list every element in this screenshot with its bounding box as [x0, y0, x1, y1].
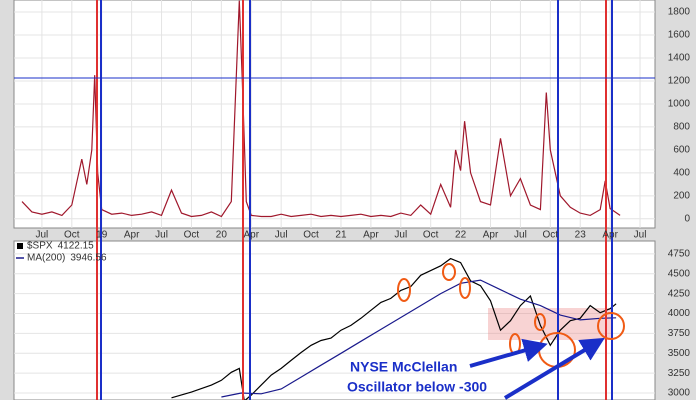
- x-tick-label: 20: [216, 230, 228, 241]
- x-tick-label: Apr: [363, 230, 379, 241]
- circle: [397, 278, 411, 302]
- y-tick-label: 1800: [668, 7, 691, 18]
- x-tick-label: Jul: [155, 230, 168, 241]
- y-tick-label: 600: [673, 145, 690, 156]
- series-line: [221, 279, 617, 398]
- series-line: [171, 257, 617, 400]
- x-tick-label: Oct: [184, 230, 200, 241]
- annotation: Oscillator below -300: [347, 379, 487, 395]
- legend-label: MA(200): [27, 253, 65, 264]
- circle: [534, 313, 546, 331]
- y-tick-label: 4250: [668, 288, 691, 299]
- y-tick-label: 400: [673, 168, 690, 179]
- y-tick-label: 1400: [668, 53, 691, 64]
- x-tick-label: Apr: [243, 230, 259, 241]
- x-tick-label: 22: [455, 230, 467, 241]
- y-tick-label: 1000: [668, 99, 691, 110]
- circle: [597, 312, 625, 340]
- x-tick-label: Jul: [394, 230, 407, 241]
- x-tick-label: 21: [335, 230, 347, 241]
- circle: [459, 277, 471, 299]
- y-tick-label: 200: [673, 190, 690, 201]
- y-tick-label: 1600: [668, 30, 691, 41]
- arrow: [469, 338, 548, 368]
- markers: [14, 0, 655, 400]
- x-tick-label: Apr: [124, 230, 140, 241]
- annotation: NYSE McClellan: [350, 359, 457, 375]
- x-tick-label: 23: [575, 230, 587, 241]
- x-tick-label: 19: [96, 230, 108, 241]
- legend-swatch: [17, 243, 23, 249]
- arrow: [503, 337, 605, 400]
- x-tick-label: Apr: [483, 230, 499, 241]
- y-tick-label: 3250: [668, 368, 691, 379]
- legend-value: 3946.56: [70, 253, 107, 264]
- x-tick-label: Oct: [423, 230, 439, 241]
- y-tick-label: 3500: [668, 348, 691, 359]
- legend-value: 4122.15: [58, 241, 95, 252]
- y-tick-label: 3000: [668, 388, 691, 399]
- y-tick-label: 0: [684, 213, 690, 224]
- x-tick-label: Apr: [602, 230, 618, 241]
- circles: [397, 263, 625, 368]
- x-tick-label: Jul: [275, 230, 288, 241]
- x-tick-label: Jul: [36, 230, 49, 241]
- y-tick-label: 4000: [668, 308, 691, 319]
- x-tick-label: Jul: [634, 230, 647, 241]
- y-tick-label: 1200: [668, 76, 691, 87]
- legend-label: $SPX: [27, 241, 53, 252]
- circle: [442, 263, 456, 281]
- x-tick-label: Oct: [64, 230, 80, 241]
- y-tick-label: 4750: [668, 249, 691, 260]
- y-tick-label: 800: [673, 122, 690, 133]
- x-tick-label: Oct: [543, 230, 559, 241]
- y-tick-label: 4500: [668, 268, 691, 279]
- series-line: [21, 0, 621, 218]
- y-tick-label: 3750: [668, 328, 691, 339]
- x-tick-label: Jul: [514, 230, 527, 241]
- x-tick-label: Oct: [303, 230, 319, 241]
